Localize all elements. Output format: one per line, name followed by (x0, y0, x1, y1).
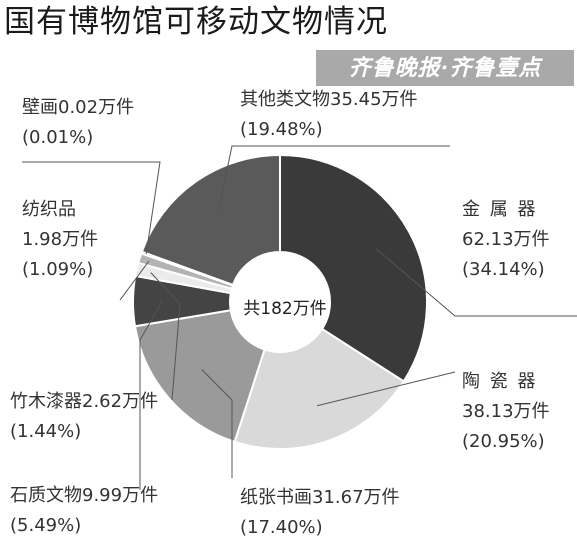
label-name-mural: 壁画0.02万件 (22, 94, 134, 122)
leader-line-bamboo (150, 272, 181, 401)
leader-line-ceramic (316, 371, 456, 407)
label-name-bamboo-text: 竹木漆器 (10, 391, 82, 412)
label-name-ceramic: 陶 瓷 器 (462, 371, 538, 392)
label-pct-stone: (5.49%) (10, 515, 82, 536)
leader-line-other (217, 145, 450, 214)
label-name-bamboo: 竹木漆器2.62万件 (10, 388, 158, 416)
label-name-stone-text: 石质文物 (10, 485, 82, 506)
label-name-other-text: 其他类文物 (240, 89, 330, 110)
label-pct-metal: (34.14%) (462, 259, 545, 280)
leader-line-mural (22, 161, 161, 255)
label-pct-textile: (1.09%) (22, 259, 94, 280)
label-name-textile: 纺织品 (22, 199, 76, 220)
label-pct-ceramic: (20.95%) (462, 431, 545, 452)
leader-line-paper (201, 369, 233, 478)
leader-line-textile (119, 260, 150, 301)
label-name-stone: 石质文物9.99万件 (10, 482, 158, 510)
label-value-paper: 31.67万件 (312, 487, 400, 508)
donut-slice-metal (279, 153, 428, 383)
label-pct-other: (19.48%) (240, 119, 323, 140)
chart-title: 国有博物馆可移动文物情况 (4, 4, 388, 40)
label-pct-mural: (0.01%) (22, 127, 94, 148)
donut-slice-other (140, 153, 281, 287)
label-value-mural: 0.02万件 (58, 97, 135, 118)
label-value-metal: 62.13万件 (462, 229, 550, 250)
label-name-metal: 金 属 器 (462, 199, 538, 220)
donut-center-total: 共182万件 (243, 299, 327, 319)
label-name-mural-text: 壁画 (22, 97, 58, 118)
label-name-other: 其他类文物35.45万件 (240, 86, 418, 114)
label-pct-bamboo: (1.44%) (10, 421, 82, 442)
leader-line-stone (139, 300, 163, 490)
label-name-paper: 纸张书画31.67万件 (240, 484, 400, 512)
label-pct-paper: (17.40%) (240, 517, 323, 538)
label-name-paper-text: 纸张书画 (240, 487, 312, 508)
label-value-other: 35.45万件 (330, 89, 418, 110)
donut-slice-ceramic (233, 327, 406, 450)
label-value-textile: 1.98万件 (22, 229, 99, 250)
leader-line-metal (376, 248, 577, 317)
watermark-logo: 齐鲁晚报·齐鲁壹点 (316, 50, 574, 86)
label-value-bamboo: 2.62万件 (82, 391, 159, 412)
label-value-ceramic: 38.13万件 (462, 401, 550, 422)
label-value-stone: 9.99万件 (82, 485, 159, 506)
